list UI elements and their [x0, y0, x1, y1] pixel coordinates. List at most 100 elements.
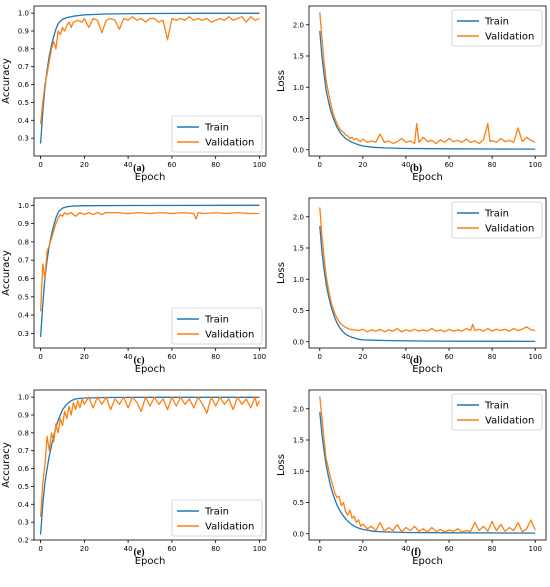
y-tick-label: 1.0: [293, 276, 304, 284]
x-tick-label: 100: [529, 161, 542, 169]
legend-box: [451, 9, 543, 47]
y-tick-label: 1.0: [18, 394, 29, 402]
x-tick-label: 60: [167, 545, 176, 553]
y-tick-label: 0.0: [293, 338, 304, 346]
x-tick-label: 60: [445, 545, 454, 553]
x-tick-label: 100: [253, 161, 266, 169]
legend-box: [451, 201, 543, 239]
y-tick-label: 0.2: [18, 537, 29, 545]
x-tick-label: 100: [529, 545, 542, 553]
y-tick-label: 0.3: [18, 519, 29, 527]
panel-caption: (b): [410, 163, 422, 174]
x-tick-label: 20: [80, 545, 89, 553]
x-tick-label: 80: [488, 161, 497, 169]
y-tick-label: 0.3: [18, 330, 29, 338]
plot-frame: [308, 5, 547, 157]
y-tick-label: 0.5: [18, 99, 29, 107]
y-axis-title: Loss: [276, 454, 287, 476]
x-tick-label: 40: [124, 545, 133, 553]
x-tick-label: 100: [529, 353, 542, 361]
y-tick-label: 0.6: [18, 81, 30, 89]
y-tick-label: 1.0: [293, 468, 304, 476]
y-tick-label: 2.0: [293, 405, 304, 413]
x-tick-label: 80: [211, 545, 220, 553]
chart-panel-c: 0 20 40 60 80 100 0.3 0.4 0.5 0.6 0.7 0.8 0.9 1.0 Epoc…: [1, 197, 267, 375]
y-tick-label: 0.9: [18, 28, 29, 36]
legend: Train Validation: [171, 499, 263, 537]
legend-label-train: Train: [204, 507, 229, 518]
y-tick-label: 0.5: [293, 499, 304, 507]
series-line-train: [319, 226, 536, 343]
y-tick-label: 0.8: [18, 45, 29, 53]
x-tick-label: 40: [401, 353, 410, 361]
panel-caption: (a): [133, 163, 145, 174]
series-line-validation: [319, 396, 536, 533]
y-tick-label: 0.6: [18, 275, 30, 283]
legend-box: [171, 307, 263, 345]
y-tick-label: 0.3: [18, 135, 29, 143]
legend-label-train: Train: [204, 123, 229, 134]
x-tick-label: 20: [80, 161, 89, 169]
y-tick-label: 0.0: [293, 146, 304, 154]
series-line-train: [319, 411, 536, 534]
y-tick-label: 1.0: [18, 10, 29, 18]
legend-label-validation: Validation: [485, 32, 534, 43]
y-axis-title: Accuracy: [1, 442, 12, 488]
x-tick-label: 40: [401, 545, 410, 553]
y-tick-label: 1.5: [293, 437, 304, 445]
series-line-validation: [39, 211, 260, 312]
y-tick-label: 0.7: [18, 447, 29, 455]
x-tick-label: 0: [318, 161, 322, 169]
x-tick-label: 20: [358, 161, 367, 169]
chart-panel-d: 0 20 40 60 80 100 0.0 0.5 1.0 1.5 2.0 Epoch Loss Trai…: [276, 197, 547, 375]
y-tick-label: 0.8: [18, 429, 29, 437]
y-tick-label: 0.5: [18, 483, 29, 491]
y-tick-label: 0.0: [293, 530, 304, 538]
series-line-validation: [319, 12, 536, 145]
x-tick-label: 60: [445, 353, 454, 361]
y-tick-label: 1.5: [293, 53, 304, 61]
legend-box: [451, 393, 543, 431]
y-tick-label: 1.0: [18, 202, 29, 210]
x-tick-label: 40: [124, 353, 133, 361]
y-tick-label: 0.7: [18, 63, 29, 71]
y-tick-label: 1.0: [293, 84, 304, 92]
x-tick-label: 0: [38, 161, 42, 169]
legend-label-validation: Validation: [205, 330, 254, 341]
y-tick-label: 0.9: [18, 220, 29, 228]
legend-box: [171, 115, 263, 153]
y-tick-label: 0.4: [18, 117, 30, 125]
plot-frame: [308, 389, 547, 541]
x-tick-label: 0: [318, 353, 322, 361]
legend: Train Validation: [171, 307, 263, 345]
y-tick-label: 0.5: [293, 307, 304, 315]
x-tick-label: 100: [253, 353, 266, 361]
x-axis-title: Epoch: [135, 556, 166, 567]
legend-label-train: Train: [484, 401, 509, 412]
y-tick-label: 0.9: [18, 412, 29, 420]
legend: Train Validation: [451, 201, 543, 239]
y-tick-label: 0.7: [18, 257, 29, 265]
y-tick-label: 0.5: [18, 293, 29, 301]
series-line-train: [319, 30, 536, 150]
x-tick-label: 60: [167, 161, 176, 169]
panel-caption: (e): [133, 547, 144, 558]
chart-panel-a: 0 20 40 60 80 100 0.3 0.4 0.5 0.6 0.7 0.8 0.9 1.0 Epoc…: [1, 5, 267, 183]
plot-frame: [33, 389, 267, 541]
series-line-validation: [319, 207, 536, 333]
x-tick-label: 60: [167, 353, 176, 361]
y-tick-label: 0.5: [293, 115, 304, 123]
plot-frame: [308, 197, 547, 349]
x-tick-label: 40: [124, 161, 133, 169]
x-tick-label: 80: [211, 353, 220, 361]
legend-label-validation: Validation: [485, 416, 534, 427]
legend: Train Validation: [171, 115, 263, 153]
plot-frame: [33, 5, 267, 157]
legend-label-train: Train: [484, 17, 509, 28]
chart-panel-b: 0 20 40 60 80 100 0.0 0.5 1.0 1.5 2.0 Epoch Loss Trai…: [276, 5, 547, 183]
legend-label-train: Train: [484, 209, 509, 220]
y-axis-title: Loss: [276, 262, 287, 284]
series-line-validation: [39, 396, 261, 517]
series-line-validation: [39, 16, 260, 124]
